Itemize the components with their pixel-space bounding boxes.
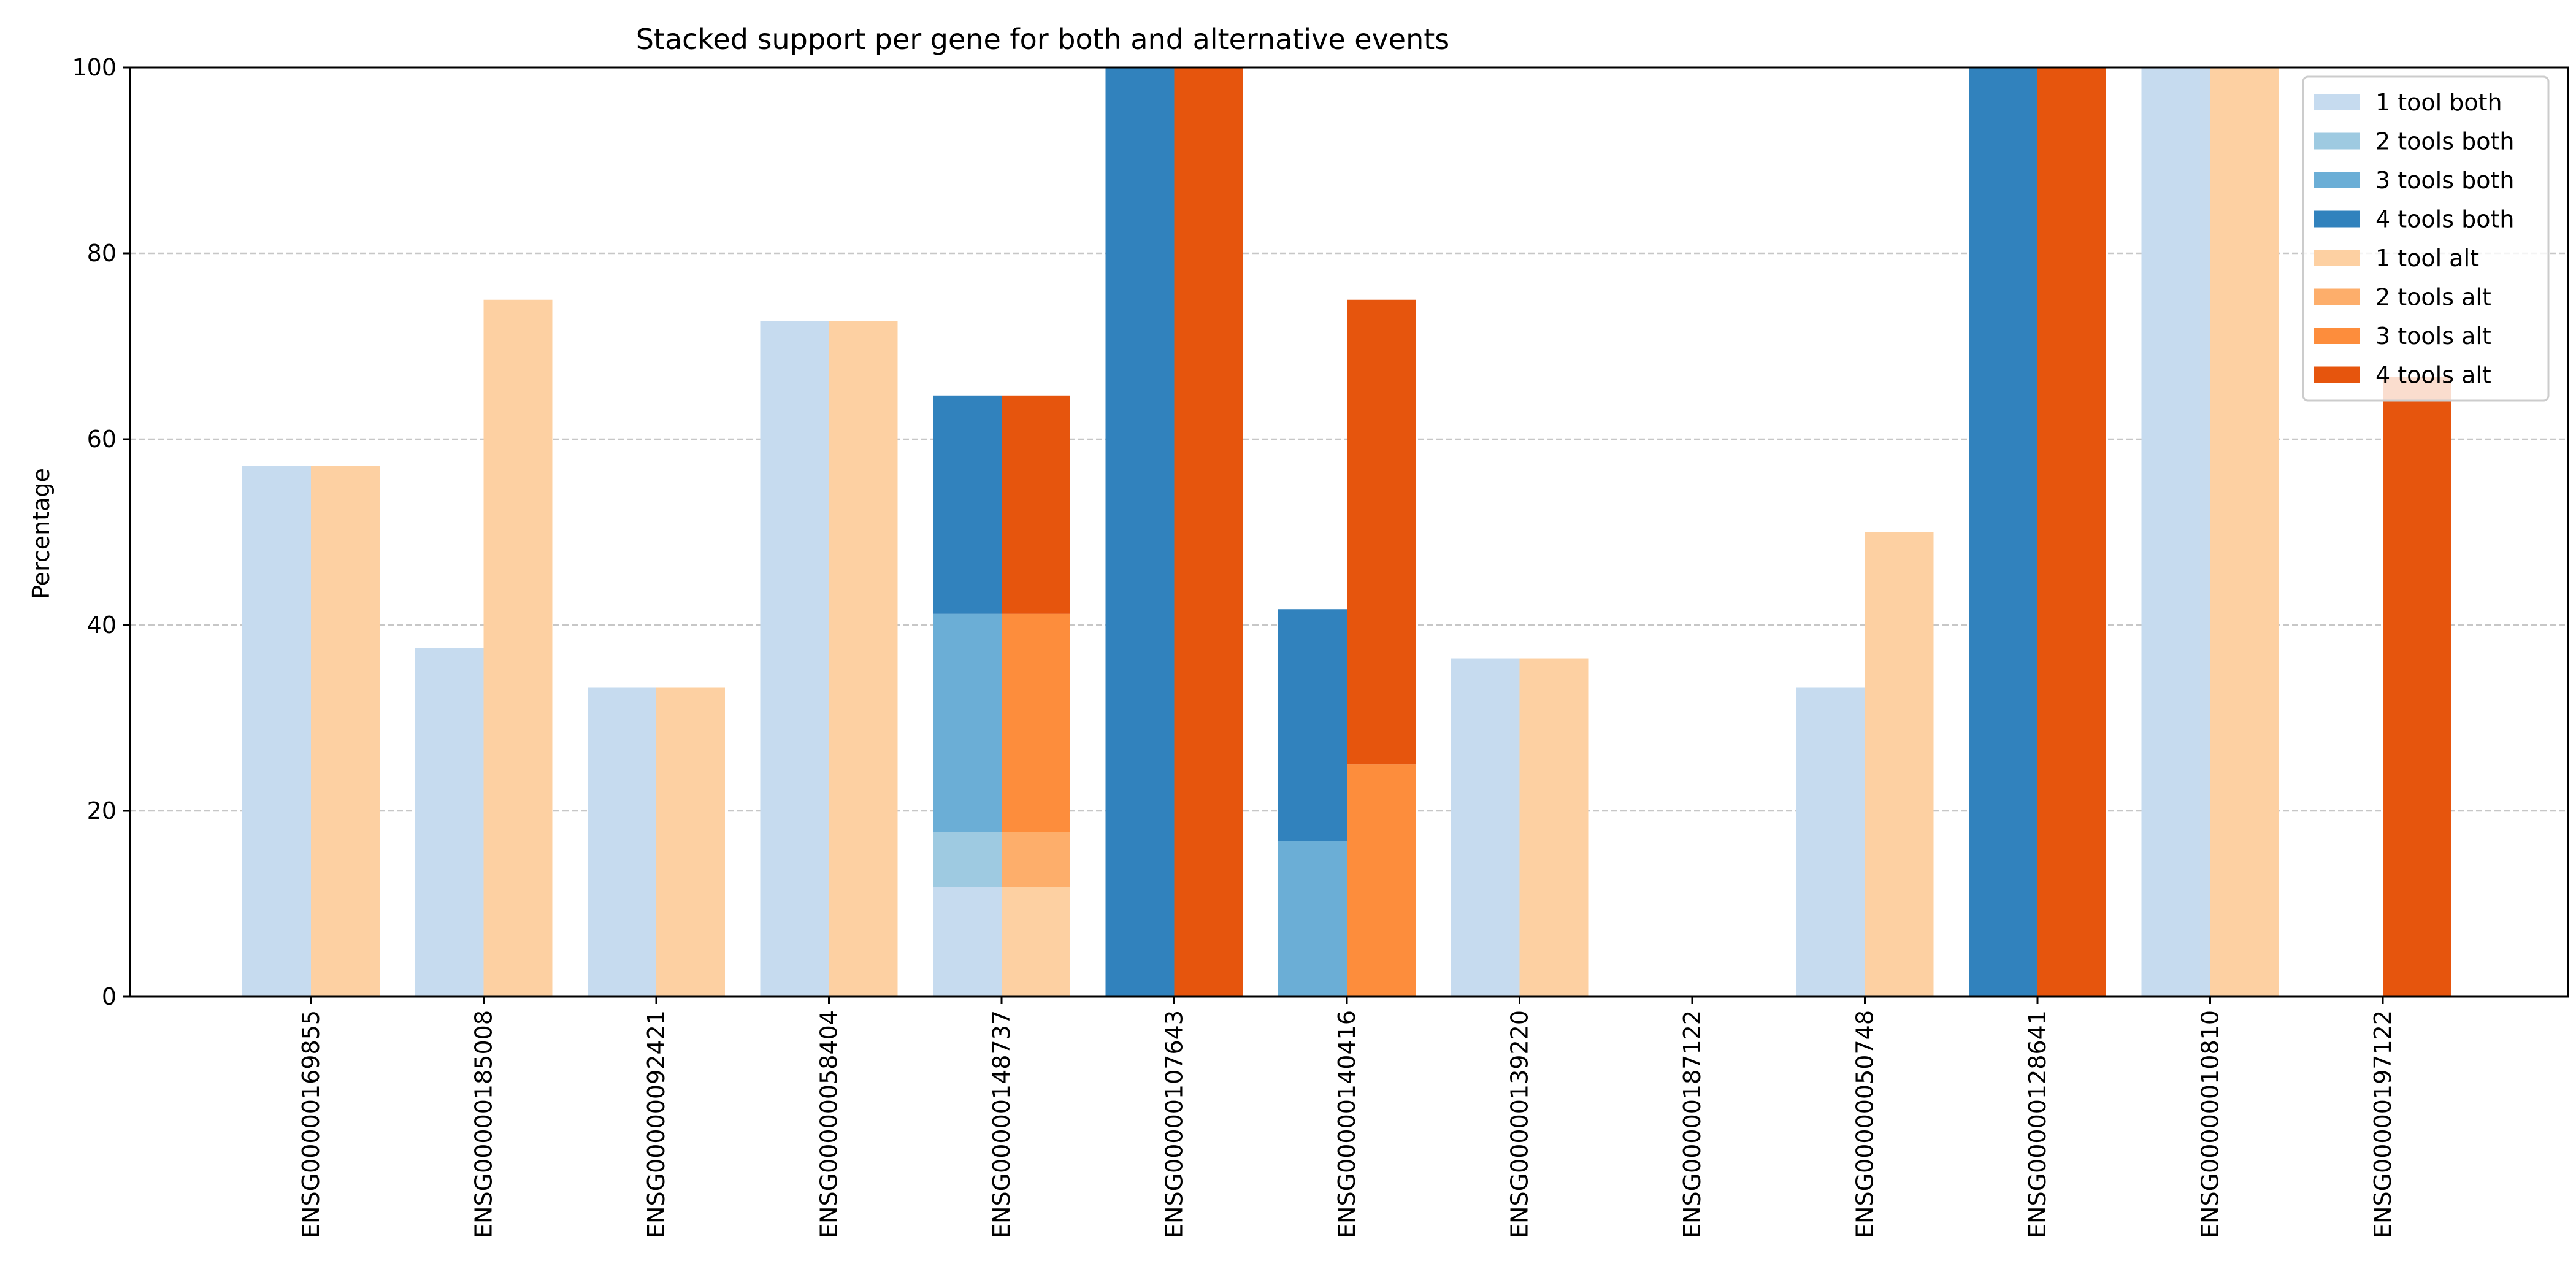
y-axis-label: Percentage <box>28 468 55 599</box>
bar-segment <box>2383 377 2451 997</box>
bar-segment <box>933 887 1002 997</box>
y-tick-label: 40 <box>87 611 117 638</box>
bar-segment <box>1347 764 1416 997</box>
x-tick-label: ENSG00000169855 <box>297 1010 324 1238</box>
bar-segment <box>1969 67 2037 997</box>
y-tick-label: 20 <box>87 797 117 824</box>
bar-segment <box>2141 67 2210 997</box>
bar-segment <box>760 321 829 997</box>
bar-segment <box>2037 67 2106 997</box>
legend: 1 tool both 2 tools both 3 tools both 4 too… <box>2302 75 2550 402</box>
x-tick-label: ENSG00000185008 <box>470 1010 497 1238</box>
legend-box <box>2302 75 2550 402</box>
bar-segment <box>1347 299 1416 765</box>
bar-segment <box>1796 687 1865 997</box>
x-tick-label: ENSG00000140416 <box>1333 1010 1360 1238</box>
x-tick-label: ENSG00000058404 <box>816 1010 843 1238</box>
x-tick-label: ENSG00000128641 <box>2024 1010 2051 1238</box>
x-tick-label: ENSG00000197122 <box>2369 1010 2396 1238</box>
x-tick-label: ENSG00000010810 <box>2197 1010 2224 1238</box>
bars <box>242 67 2451 997</box>
bar-segment <box>1278 841 1347 997</box>
legend-swatch <box>2314 328 2360 344</box>
legend-swatch <box>2314 210 2360 228</box>
x-tick-label: ENSG00000139220 <box>1506 1010 1533 1238</box>
bar-segment <box>933 395 1002 614</box>
legend-label: 4 tools alt <box>2375 362 2491 389</box>
y-tick-label: 100 <box>72 54 117 81</box>
legend-label: 1 tool both <box>2375 89 2502 116</box>
x-axis-ticks: ENSG00000169855 ENSG00000185008 ENSG000000… <box>297 997 2396 1238</box>
bar-segment <box>1278 609 1347 841</box>
bar-segment <box>829 321 898 997</box>
plot-frame <box>129 66 2569 998</box>
bar-segment <box>2210 67 2279 997</box>
bar-segment <box>1174 67 1243 997</box>
legend-swatch <box>2314 366 2360 383</box>
legend-label: 2 tools alt <box>2375 284 2491 311</box>
chart-title: Stacked support per gene for both and al… <box>636 23 1450 56</box>
legend-label: 2 tools both <box>2375 128 2514 155</box>
bar-segment <box>1002 613 1070 832</box>
y-tick-label: 60 <box>87 426 117 453</box>
legend-swatch <box>2314 94 2360 110</box>
legend-label: 4 tools both <box>2375 206 2514 233</box>
bar-segment <box>1865 532 1934 997</box>
y-axis-ticks: 0 20 40 60 80 100 <box>72 54 130 1010</box>
bar-segment <box>483 299 553 997</box>
bar-segment <box>1451 658 1520 997</box>
y-tick-label: 80 <box>87 240 117 267</box>
bar-segment <box>415 648 484 997</box>
legend-swatch <box>2314 172 2360 188</box>
bar-segment <box>311 466 380 997</box>
bar-segment <box>1002 832 1070 887</box>
bar-segment <box>933 832 1002 887</box>
legend-swatch <box>2314 250 2360 266</box>
legend-swatch <box>2314 288 2360 305</box>
legend-label: 3 tools both <box>2375 167 2514 194</box>
legend-label: 1 tool alt <box>2375 245 2479 272</box>
legend-swatch <box>2314 132 2360 150</box>
bar-segment <box>933 613 1002 832</box>
bar-segment <box>242 466 311 997</box>
bar-segment <box>1002 395 1070 614</box>
x-tick-label: ENSG00000187122 <box>1679 1010 1706 1238</box>
x-tick-label: ENSG00000050748 <box>1852 1010 1879 1238</box>
y-tick-label: 0 <box>102 983 117 1010</box>
legend-label: 3 tools alt <box>2375 323 2491 350</box>
bar-segment <box>656 687 725 997</box>
bar-segment <box>1105 67 1175 997</box>
bar-segment <box>588 687 656 997</box>
bar-segment <box>1519 658 1589 997</box>
x-tick-label: ENSG00000148737 <box>988 1010 1015 1238</box>
x-tick-label: ENSG00000107643 <box>1161 1010 1188 1238</box>
x-tick-label: ENSG00000092421 <box>643 1010 670 1238</box>
bar-segment <box>1002 887 1070 997</box>
